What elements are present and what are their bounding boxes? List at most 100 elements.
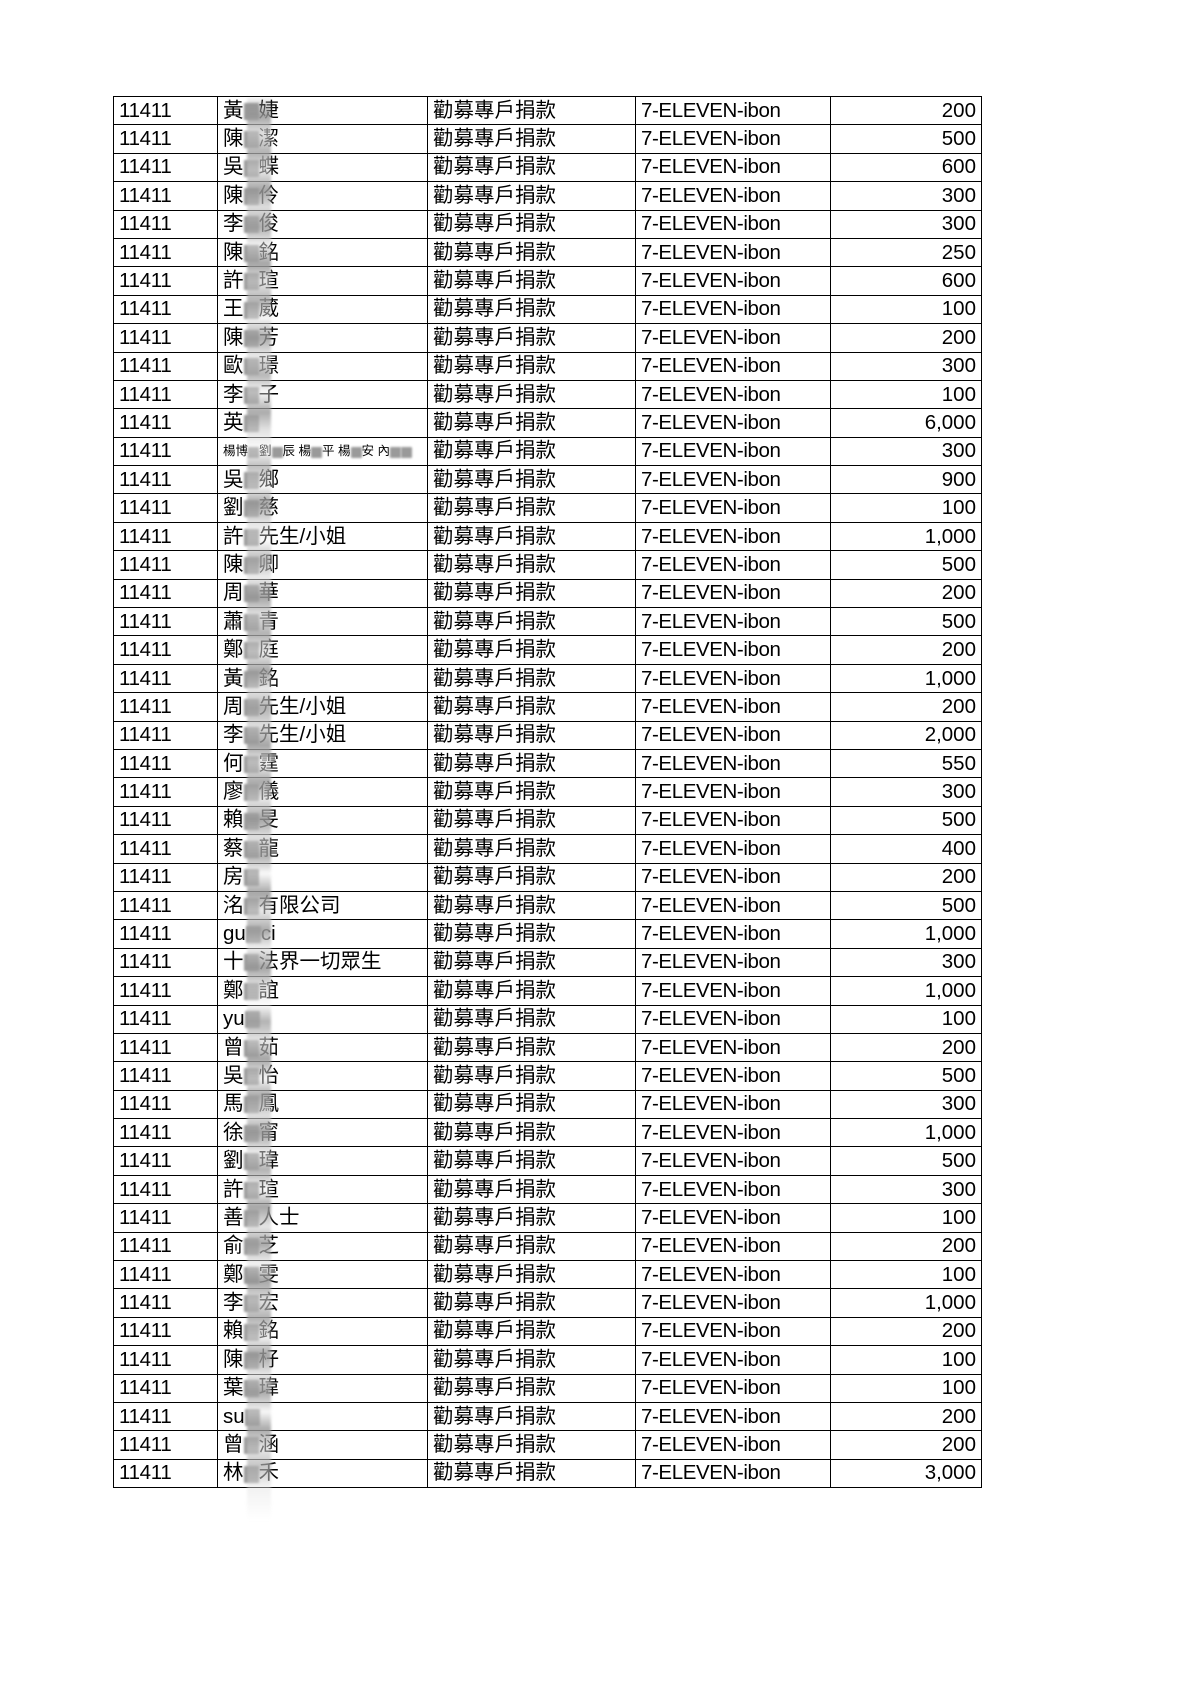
- donor-given-name: 杍: [258, 1347, 280, 1371]
- redacted-name-mark: [243, 840, 259, 858]
- cell-donation-purpose: 勸募專戶捐款: [427, 1061, 636, 1091]
- donor-given-name: 銘: [258, 1319, 280, 1343]
- cell-donation-channel: 7-ELEVEN-ibon: [635, 1231, 831, 1262]
- cell-donation-amount: 100: [830, 1345, 982, 1375]
- donor-surname: 王: [223, 297, 244, 321]
- donor-given-name: 青: [258, 609, 280, 633]
- table-row: 11411 李子勸募專戶捐款 7-ELEVEN-ibon 100: [113, 379, 982, 410]
- cell-period: 11411: [113, 862, 218, 892]
- redacted-name-mark: [243, 159, 259, 177]
- cell-donation-channel: 7-ELEVEN-ibon: [635, 465, 831, 495]
- donor-given-name: 鳳: [258, 1092, 280, 1116]
- cell-period: 11411: [113, 834, 218, 864]
- donor-given-name: 卿: [258, 552, 280, 576]
- cell-period: 11411: [113, 1118, 218, 1148]
- cell-donation-purpose: 勸募專戶捐款: [427, 607, 636, 637]
- cell-donation-channel: 7-ELEVEN-ibon: [635, 607, 831, 637]
- donor-given-name: 宏: [258, 1291, 280, 1315]
- table-row: 11411 許先生/小姐 勸募專戶捐款 7-ELEVEN-ibon 1,000: [113, 521, 982, 552]
- cell-donation-purpose: 勸募專戶捐款: [427, 124, 636, 154]
- redacted-name-mark: [243, 273, 259, 291]
- donor-given-name: 雯: [258, 1262, 280, 1286]
- redacted-name-mark: [243, 557, 259, 575]
- donor-surname: 俞: [223, 1234, 244, 1258]
- redacted-name-mark: [243, 244, 259, 262]
- table-row: 11411 王葳勸募專戶捐款 7-ELEVEN-ibon 100: [113, 294, 982, 325]
- donor-name-fragment: 平 楊: [322, 444, 351, 459]
- cell-donor-name: 蔡龍: [217, 834, 428, 864]
- donor-surname: 劉: [223, 496, 244, 520]
- donor-given-name: 華: [258, 581, 280, 605]
- table-row: 11411 曾茹勸募專戶捐款 7-ELEVEN-ibon 200: [113, 1032, 982, 1063]
- cell-period: 11411: [113, 607, 218, 637]
- cell-donor-name: 黃婕: [217, 95, 428, 126]
- cell-donation-channel: 7-ELEVEN-ibon: [635, 408, 831, 438]
- table-row: 11411 陳卿勸募專戶捐款 7-ELEVEN-ibon 500: [113, 550, 982, 580]
- cell-donation-amount: 200: [830, 1430, 982, 1460]
- cell-donation-purpose: 勸募專戶捐款: [427, 1032, 636, 1063]
- redacted-name-mark: [243, 869, 259, 887]
- cell-donation-amount: 500: [830, 1061, 982, 1091]
- redacted-name-mark: [244, 1011, 260, 1029]
- redacted-name-mark: [243, 1124, 259, 1142]
- cell-period: 11411: [113, 1401, 218, 1432]
- cell-donation-amount: 1,000: [830, 663, 982, 694]
- cell-donation-amount: 400: [830, 834, 982, 864]
- redacted-name-mark: [243, 528, 259, 546]
- donor-given-name: 婕: [258, 98, 280, 122]
- cell-donation-purpose: 勸募專戶捐款: [427, 777, 636, 807]
- donor-surname: 吳: [223, 1063, 244, 1087]
- donor-surname: 廖: [223, 780, 244, 804]
- cell-donor-name: su: [217, 1401, 428, 1432]
- table-row: 11411 陳銘勸募專戶捐款 7-ELEVEN-ibon 250: [113, 237, 982, 268]
- donor-surname: 歐: [223, 354, 244, 378]
- redacted-name-mark: [243, 613, 259, 631]
- cell-donation-purpose: 勸募專戶捐款: [427, 95, 636, 126]
- cell-donation-amount: 1,000: [830, 976, 982, 1006]
- cell-donation-purpose: 勸募專戶捐款: [427, 1260, 636, 1290]
- cell-donation-purpose: 勸募專戶捐款: [427, 976, 636, 1006]
- cell-donation-amount: 200: [830, 1231, 982, 1262]
- cell-donor-name: 吳鄉: [217, 465, 428, 495]
- cell-donation-channel: 7-ELEVEN-ibon: [635, 1373, 831, 1403]
- cell-period: 11411: [113, 663, 218, 694]
- cell-donation-purpose: 勸募專戶捐款: [427, 1401, 636, 1432]
- donor-given-name: 銘: [258, 666, 280, 690]
- table-row: 11411 徐甯勸募專戶捐款 7-ELEVEN-ibon 1,000: [113, 1118, 982, 1148]
- redacted-name-mark: [243, 982, 259, 1000]
- cell-period: 11411: [113, 947, 218, 978]
- cell-donation-channel: 7-ELEVEN-ibon: [635, 1146, 831, 1176]
- redacted-name-mark: [243, 415, 259, 433]
- cell-donation-channel: 7-ELEVEN-ibon: [635, 152, 831, 183]
- donor-surname: 曾: [223, 1433, 244, 1457]
- cell-donation-amount: 200: [830, 1401, 982, 1432]
- cell-donation-amount: 550: [830, 748, 982, 779]
- cell-period: 11411: [113, 748, 218, 779]
- cell-donation-amount: 200: [830, 635, 982, 665]
- cell-donor-name: 廖儀: [217, 777, 428, 807]
- cell-donation-amount: 300: [830, 947, 982, 978]
- redacted-name-mark: [243, 187, 259, 205]
- cell-donation-purpose: 勸募專戶捐款: [427, 209, 636, 239]
- cell-donor-name: 林禾: [217, 1458, 428, 1489]
- cell-period: 11411: [113, 1345, 218, 1375]
- cell-donor-name: 善人士: [217, 1203, 428, 1233]
- cell-period: 11411: [113, 976, 218, 1006]
- cell-donor-name: 葉瑋: [217, 1373, 428, 1403]
- cell-donor-name: 陳伶: [217, 181, 428, 211]
- cell-period: 11411: [113, 152, 218, 183]
- cell-donation-purpose: 勸募專戶捐款: [427, 1288, 636, 1318]
- redacted-name-mark: [243, 216, 259, 234]
- cell-period: 11411: [113, 493, 218, 523]
- donor-surname: 洺: [223, 893, 244, 917]
- cell-period: 11411: [113, 1316, 218, 1347]
- cell-period: 11411: [113, 1430, 218, 1460]
- donor-given-name: 子: [258, 382, 280, 406]
- donor-given-name: 璟: [258, 354, 280, 378]
- donor-name-fragment: 辰 楊: [282, 444, 312, 459]
- cell-donation-channel: 7-ELEVEN-ibon: [635, 436, 831, 467]
- cell-donor-name: 房: [217, 862, 428, 892]
- cell-period: 11411: [113, 1146, 218, 1176]
- table-row: 11411 何霆勸募專戶捐款 7-ELEVEN-ibon 550: [113, 748, 982, 779]
- cell-donor-name: 吳怡: [217, 1061, 428, 1091]
